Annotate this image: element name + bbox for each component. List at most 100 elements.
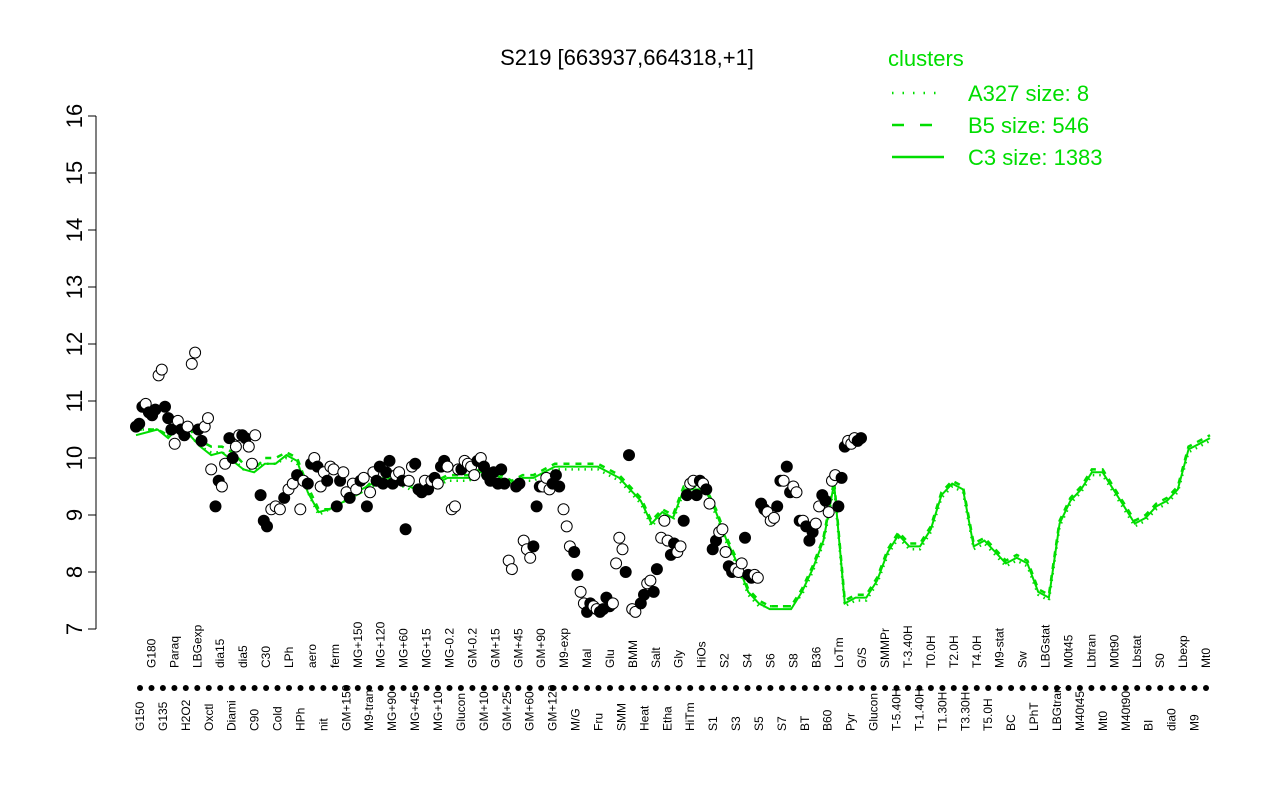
- x-tick-label: HiOs: [695, 641, 709, 668]
- x-rug-mark: [756, 685, 762, 691]
- x-tick-label: Paraq: [167, 636, 181, 668]
- x-tick-label: GM+15: [488, 628, 502, 668]
- data-point: [553, 480, 566, 493]
- x-tick-label: Glucon: [867, 693, 881, 731]
- x-rug-mark: [492, 685, 499, 691]
- data-point: [399, 523, 412, 536]
- x-rug-mark: [836, 685, 843, 691]
- data-point: [700, 483, 713, 496]
- x-tick-label: M40t45: [1073, 691, 1087, 731]
- y-tick-label: 8: [62, 566, 87, 578]
- x-rug-mark: [790, 685, 797, 691]
- x-rug-mark: [1111, 685, 1118, 691]
- x-rug-mark: [893, 685, 900, 691]
- x-tick-label: MG+60: [397, 628, 411, 668]
- x-rug-mark: [331, 685, 338, 691]
- x-tick-label: S4: [741, 653, 755, 668]
- x-tick-label: Glu: [603, 649, 617, 668]
- x-tick-label: dia5: [236, 645, 250, 668]
- x-tick-label: Mt0: [1199, 648, 1213, 668]
- data-point: [855, 432, 867, 445]
- data-point: [513, 477, 526, 490]
- x-tick-label: Pyr: [844, 713, 858, 731]
- x-rug-mark: [1019, 685, 1026, 691]
- x-rug-mark: [1168, 685, 1175, 691]
- data-point: [495, 463, 508, 476]
- data-point: [229, 440, 242, 453]
- x-rug-mark: [469, 685, 476, 691]
- data-point: [254, 489, 267, 502]
- data-point: [498, 477, 511, 490]
- x-rug-mark: [629, 685, 636, 691]
- x-tick-label: BI: [1142, 720, 1156, 731]
- series-line-solid: [135, 425, 1211, 611]
- data-point: [402, 474, 415, 487]
- legend-label: A327 size: 8: [968, 81, 1089, 106]
- x-tick-label: G/S: [855, 647, 869, 668]
- x-tick-label: BC: [1004, 714, 1018, 731]
- x-tick-label: T3.30H: [958, 692, 972, 731]
- x-tick-label: GM+120: [546, 684, 560, 731]
- x-rug-mark: [733, 685, 739, 691]
- x-tick-label: GM+45: [511, 628, 525, 668]
- x-rug-mark: [1180, 685, 1187, 691]
- x-rug-mark: [515, 685, 522, 691]
- x-rug-mark: [228, 685, 235, 691]
- data-point: [751, 571, 764, 584]
- x-tick-label: T0.0H: [924, 635, 938, 668]
- x-rug-mark: [618, 685, 625, 691]
- series-layer: [135, 422, 1211, 611]
- x-tick-label: Glucon: [454, 693, 468, 731]
- data-point: [159, 400, 171, 413]
- x-tick-label: LPhT: [1027, 702, 1041, 731]
- x-tick-label: SMM: [614, 703, 628, 731]
- x-tick-label: Sw: [1016, 651, 1030, 668]
- data-point: [301, 477, 314, 490]
- x-tick-label: MG+120: [374, 621, 388, 668]
- legend-title: clusters: [888, 46, 964, 71]
- data-point: [716, 523, 729, 536]
- data-point: [549, 469, 562, 482]
- data-point: [294, 503, 307, 516]
- series-line-dashed: [136, 422, 1211, 608]
- x-tick-label: Etha: [660, 706, 674, 731]
- x-rug-mark: [882, 685, 889, 691]
- x-tick-label: GM+10: [477, 691, 491, 731]
- x-rug-mark: [320, 685, 327, 691]
- data-point: [209, 500, 222, 513]
- data-point: [273, 503, 286, 516]
- x-rug-mark: [194, 685, 201, 691]
- x-tick-label: BT: [798, 715, 812, 731]
- data-point: [205, 463, 218, 476]
- data-point: [226, 452, 239, 464]
- data-point: [574, 585, 587, 598]
- x-rug-mark: [389, 685, 396, 691]
- data-point: [777, 474, 790, 487]
- x-tick-label: G150: [133, 701, 147, 731]
- x-rug-mark: [1054, 685, 1060, 691]
- x-tick-label: MG+15: [420, 628, 434, 668]
- data-point: [133, 417, 146, 430]
- data-point: [189, 346, 202, 359]
- data-point: [647, 585, 660, 598]
- data-point: [650, 563, 663, 576]
- data-point: [616, 543, 629, 556]
- y-tick-label: 16: [62, 104, 87, 128]
- x-tick-label: MG-0.2: [443, 628, 457, 668]
- data-point: [527, 540, 540, 553]
- data-point: [677, 514, 690, 527]
- data-point: [202, 412, 214, 425]
- data-point: [530, 500, 543, 513]
- x-tick-label: B60: [821, 709, 835, 731]
- data-point: [606, 597, 619, 610]
- x-tick-label: T2.0H: [947, 635, 961, 668]
- x-tick-label: Lbexp: [1176, 635, 1190, 668]
- x-rug-mark: [526, 685, 533, 691]
- points-layer: [130, 346, 867, 618]
- data-point: [185, 357, 198, 370]
- data-point: [431, 477, 444, 490]
- data-point: [343, 491, 356, 504]
- x-rug-mark: [710, 685, 717, 691]
- x-tick-label: GM+60: [523, 691, 537, 731]
